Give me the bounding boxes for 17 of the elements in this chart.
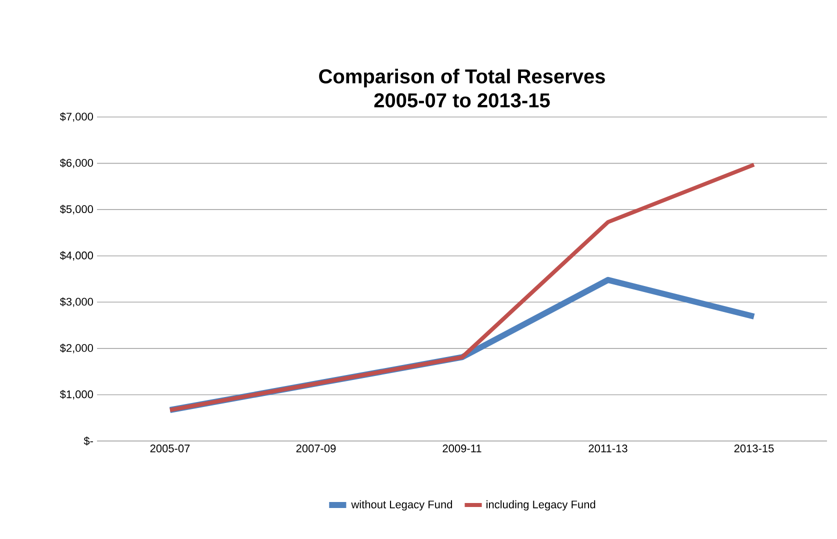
x-tick-label: 2011-13 [588,444,628,452]
y-tick-label: $4,000 [60,251,94,261]
x-tick-label: 2013-15 [734,444,774,452]
y-tick-label: $2,000 [60,344,94,354]
x-tick-label: 2009-11 [442,444,482,452]
legend-label: without Legacy Fund [351,500,452,511]
y-tick-label: $7,000 [60,112,94,122]
x-tick-label: 2005-07 [150,444,190,452]
line-series [168,162,756,412]
chart-title: Comparison of Total Reserves 2005-07 to 2013-15 [319,68,605,108]
y-tick-label: $- [84,436,93,446]
legend-label: including Legacy Fund [486,500,596,511]
y-tick-label: $3,000 [60,297,94,307]
y-tick-label: $5,000 [60,204,94,214]
y-tick-label: $6,000 [60,158,94,168]
x-tick-label: 2007-09 [296,444,336,452]
y-tick-label: $1,000 [60,390,94,400]
